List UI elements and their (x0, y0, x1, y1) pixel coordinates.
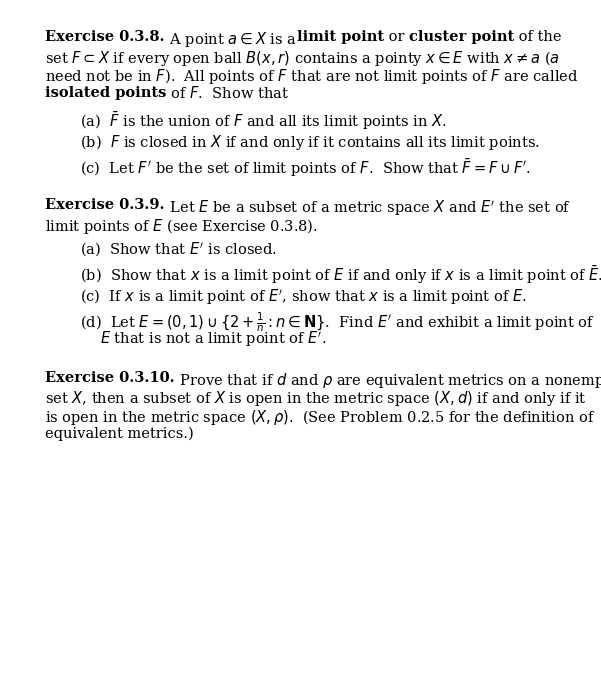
Text: (b)  Show that $x$ is a limit point of $E$ if and only if $x$ is a limit point o: (b) Show that $x$ is a limit point of $E… (80, 264, 601, 286)
Text: Exercise 0.3.9.: Exercise 0.3.9. (45, 198, 165, 212)
Text: is open in the metric space $(X, \rho)$.  (See Problem 0.2.5 for the definition : is open in the metric space $(X, \rho)$.… (45, 408, 596, 427)
Text: need not be in $F$).  All points of $F$ that are not limit points of $F$ are cal: need not be in $F$). All points of $F$ t… (45, 67, 579, 86)
Text: of $F$.  Show that: of $F$. Show that (166, 85, 290, 101)
Text: (a)  Show that $E^{\prime}$ is closed.: (a) Show that $E^{\prime}$ is closed. (80, 241, 277, 259)
Text: (b)  $F$ is closed in $X$ if and only if it contains all its limit points.: (b) $F$ is closed in $X$ if and only if … (80, 133, 540, 152)
Text: cluster point: cluster point (409, 30, 514, 44)
Text: set $F \subset X$ if every open ball $B(x,r)$ contains a pointy $x \in E$ with $: set $F \subset X$ if every open ball $B(… (45, 48, 560, 67)
Text: $E$ that is not a limit point of $E^{\prime}$.: $E$ that is not a limit point of $E^{\pr… (100, 330, 326, 349)
Text: equivalent metrics.): equivalent metrics.) (45, 426, 194, 441)
Text: of the: of the (514, 30, 562, 44)
Text: (a)  $\bar{F}$ is the union of $F$ and all its limit points in $X$.: (a) $\bar{F}$ is the union of $F$ and al… (80, 109, 447, 132)
Text: (c)  If $x$ is a limit point of $E^{\prime}$, show that $x$ is a limit point of : (c) If $x$ is a limit point of $E^{\prim… (80, 288, 527, 307)
Text: Prove that if $d$ and $\rho$ are equivalent metrics on a nonempty: Prove that if $d$ and $\rho$ are equival… (175, 371, 601, 390)
Text: or: or (384, 30, 409, 44)
Text: Exercise 0.3.10.: Exercise 0.3.10. (45, 371, 175, 385)
Text: set $X$, then a subset of $X$ is open in the metric space $(X, d)$ if and only i: set $X$, then a subset of $X$ is open in… (45, 389, 587, 409)
Text: Exercise 0.3.8.: Exercise 0.3.8. (45, 30, 165, 44)
Text: isolated points: isolated points (45, 85, 166, 99)
Text: Let $E$ be a subset of a metric space $X$ and $E^{\prime}$ the set of: Let $E$ be a subset of a metric space $X… (165, 198, 570, 218)
Text: (d)  Let $E = (0,1) \cup \{2 + \frac{1}{n} : n \in \mathbf{N}\}$.  Find $E^{\pri: (d) Let $E = (0,1) \cup \{2 + \frac{1}{n… (80, 311, 595, 335)
Text: limit points of $E$ (see Exercise 0.3.8).: limit points of $E$ (see Exercise 0.3.8)… (45, 216, 317, 235)
Text: (c)  Let $F^{\prime}$ be the set of limit points of $F$.  Show that $\bar{F} = F: (c) Let $F^{\prime}$ be the set of limit… (80, 157, 531, 178)
Text: limit point: limit point (297, 30, 384, 44)
Text: A point $a \in X$ is a: A point $a \in X$ is a (165, 30, 297, 49)
